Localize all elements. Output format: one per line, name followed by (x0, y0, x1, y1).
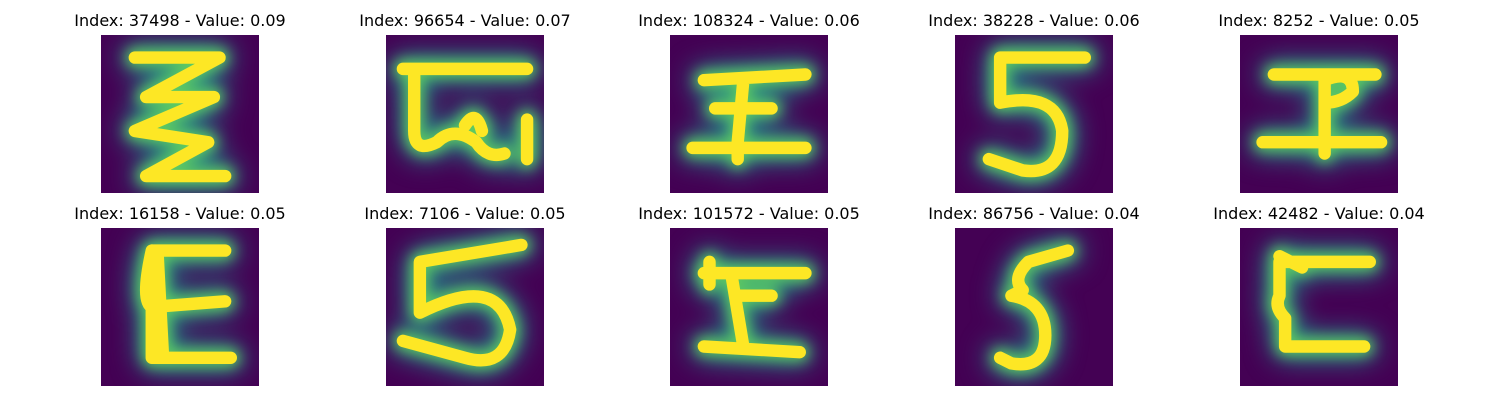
tile-title: Index: 42482 - Value: 0.04 (1213, 204, 1425, 223)
tile-title: Index: 16158 - Value: 0.05 (74, 204, 286, 223)
tile-1: Index: 37498 - Value: 0.09 (40, 9, 320, 199)
stroke-core (396, 62, 534, 166)
digit-image (670, 228, 828, 386)
stroke-core (982, 51, 1091, 178)
stroke-core (993, 244, 1075, 371)
tile-title: Index: 86756 - Value: 0.04 (928, 204, 1140, 223)
tile-2: Index: 96654 - Value: 0.07 (325, 9, 605, 199)
tile-4: Index: 38228 - Value: 0.06 (894, 9, 1174, 199)
stroke-core (139, 244, 237, 364)
digit-image (1240, 228, 1398, 386)
tile-9: Index: 86756 - Value: 0.04 (894, 202, 1174, 392)
tile-title: Index: 96654 - Value: 0.07 (359, 11, 571, 30)
digit-image (955, 228, 1113, 386)
stroke-core (128, 51, 232, 183)
tile-title: Index: 37498 - Value: 0.09 (74, 11, 286, 30)
stroke-core (686, 68, 812, 166)
stroke-core (396, 238, 528, 367)
digit-image (386, 35, 544, 193)
stroke-core (1256, 68, 1388, 160)
tile-6: Index: 16158 - Value: 0.05 (40, 202, 320, 392)
tile-5: Index: 8252 - Value: 0.05 (1179, 9, 1459, 199)
digit-image (101, 35, 259, 193)
tile-title: Index: 8252 - Value: 0.05 (1218, 11, 1420, 30)
stroke-core (697, 255, 812, 359)
tile-title: Index: 38228 - Value: 0.06 (928, 11, 1140, 30)
tile-10: Index: 42482 - Value: 0.04 (1179, 202, 1459, 392)
digit-image (386, 228, 544, 386)
tile-8: Index: 101572 - Value: 0.05 (609, 202, 889, 392)
tile-title: Index: 108324 - Value: 0.06 (638, 11, 860, 30)
digit-image (670, 35, 828, 193)
tile-3: Index: 108324 - Value: 0.06 (609, 9, 889, 199)
digit-image (101, 228, 259, 386)
stroke-core (1271, 250, 1376, 353)
tile-title: Index: 7106 - Value: 0.05 (364, 204, 566, 223)
tile-title: Index: 101572 - Value: 0.05 (638, 204, 860, 223)
digit-image (955, 35, 1113, 193)
tile-7: Index: 7106 - Value: 0.05 (325, 202, 605, 392)
digit-image (1240, 35, 1398, 193)
